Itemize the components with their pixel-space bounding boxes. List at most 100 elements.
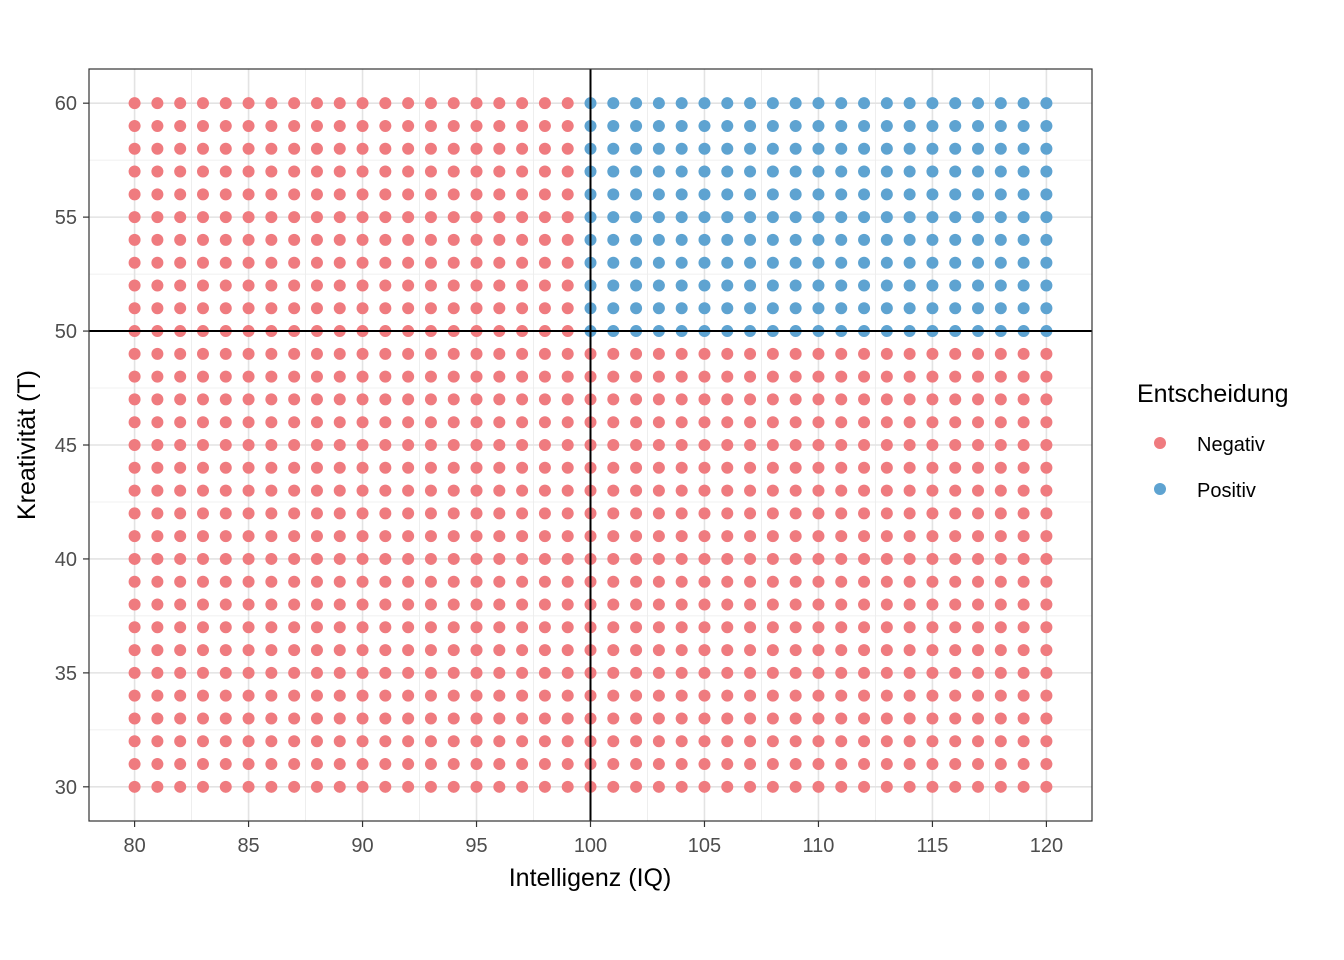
point-negativ bbox=[265, 735, 278, 748]
point-negativ bbox=[675, 758, 688, 771]
point-negativ bbox=[652, 461, 665, 474]
point-positiv bbox=[744, 279, 757, 292]
point-negativ bbox=[470, 211, 483, 224]
point-negativ bbox=[424, 279, 437, 292]
point-negativ bbox=[333, 712, 346, 725]
point-negativ bbox=[516, 279, 529, 292]
point-negativ bbox=[356, 735, 369, 748]
point-positiv bbox=[721, 302, 734, 315]
x-tick-label: 100 bbox=[574, 835, 607, 857]
point-negativ bbox=[379, 780, 392, 793]
point-negativ bbox=[447, 393, 460, 406]
point-positiv bbox=[1040, 119, 1053, 132]
point-negativ bbox=[949, 758, 962, 771]
point-positiv bbox=[903, 302, 916, 315]
point-negativ bbox=[538, 97, 551, 110]
y-tick-label: 35 bbox=[55, 663, 77, 685]
point-negativ bbox=[219, 279, 232, 292]
point-negativ bbox=[721, 530, 734, 543]
point-positiv bbox=[926, 97, 939, 110]
point-negativ bbox=[972, 461, 985, 474]
point-negativ bbox=[538, 461, 551, 474]
point-negativ bbox=[128, 370, 141, 383]
point-positiv bbox=[607, 302, 620, 315]
point-negativ bbox=[835, 780, 848, 793]
point-negativ bbox=[1040, 530, 1053, 543]
point-negativ bbox=[288, 347, 301, 360]
point-negativ bbox=[242, 439, 255, 451]
point-positiv bbox=[903, 142, 916, 155]
point-negativ bbox=[310, 188, 323, 201]
point-negativ bbox=[698, 530, 711, 543]
point-negativ bbox=[538, 712, 551, 725]
point-negativ bbox=[356, 233, 369, 246]
point-negativ bbox=[721, 552, 734, 565]
point-negativ bbox=[744, 347, 757, 360]
point-negativ bbox=[493, 598, 506, 611]
point-negativ bbox=[493, 142, 506, 155]
point-negativ bbox=[242, 735, 255, 748]
point-positiv bbox=[698, 165, 711, 178]
point-negativ bbox=[356, 780, 369, 793]
point-negativ bbox=[630, 621, 643, 634]
point-negativ bbox=[516, 507, 529, 520]
point-positiv bbox=[994, 256, 1007, 269]
point-positiv bbox=[698, 302, 711, 315]
point-negativ bbox=[812, 644, 825, 657]
point-negativ bbox=[219, 735, 232, 748]
point-negativ bbox=[698, 780, 711, 793]
point-negativ bbox=[242, 621, 255, 634]
point-negativ bbox=[903, 507, 916, 520]
point-negativ bbox=[402, 165, 415, 178]
point-positiv bbox=[835, 119, 848, 132]
point-negativ bbox=[219, 530, 232, 543]
point-negativ bbox=[744, 461, 757, 474]
point-negativ bbox=[151, 735, 164, 748]
point-positiv bbox=[880, 233, 893, 246]
point-negativ bbox=[356, 347, 369, 360]
point-negativ bbox=[812, 621, 825, 634]
point-positiv bbox=[835, 256, 848, 269]
point-negativ bbox=[174, 119, 187, 132]
point-negativ bbox=[721, 666, 734, 679]
point-negativ bbox=[744, 507, 757, 520]
point-negativ bbox=[858, 530, 871, 543]
point-negativ bbox=[288, 188, 301, 201]
point-negativ bbox=[1040, 575, 1053, 588]
point-positiv bbox=[926, 165, 939, 178]
point-negativ bbox=[538, 370, 551, 383]
point-positiv bbox=[1040, 97, 1053, 110]
point-negativ bbox=[994, 621, 1007, 634]
point-negativ bbox=[470, 666, 483, 679]
point-negativ bbox=[812, 439, 825, 451]
point-negativ bbox=[128, 689, 141, 702]
point-negativ bbox=[926, 780, 939, 793]
point-negativ bbox=[356, 97, 369, 110]
point-negativ bbox=[561, 142, 574, 155]
point-negativ bbox=[630, 530, 643, 543]
point-negativ bbox=[561, 211, 574, 224]
point-negativ bbox=[356, 507, 369, 520]
point-negativ bbox=[744, 735, 757, 748]
point-negativ bbox=[470, 621, 483, 634]
point-negativ bbox=[310, 393, 323, 406]
point-positiv bbox=[880, 119, 893, 132]
point-negativ bbox=[402, 142, 415, 155]
point-negativ bbox=[333, 188, 346, 201]
point-positiv bbox=[903, 119, 916, 132]
point-positiv bbox=[858, 233, 871, 246]
point-negativ bbox=[516, 370, 529, 383]
point-negativ bbox=[288, 461, 301, 474]
point-negativ bbox=[242, 461, 255, 474]
point-negativ bbox=[402, 370, 415, 383]
point-negativ bbox=[333, 530, 346, 543]
point-negativ bbox=[128, 97, 141, 110]
point-negativ bbox=[402, 689, 415, 702]
point-negativ bbox=[151, 484, 164, 497]
point-negativ bbox=[630, 712, 643, 725]
point-negativ bbox=[288, 780, 301, 793]
point-negativ bbox=[972, 507, 985, 520]
point-negativ bbox=[151, 598, 164, 611]
point-negativ bbox=[812, 735, 825, 748]
point-negativ bbox=[561, 97, 574, 110]
